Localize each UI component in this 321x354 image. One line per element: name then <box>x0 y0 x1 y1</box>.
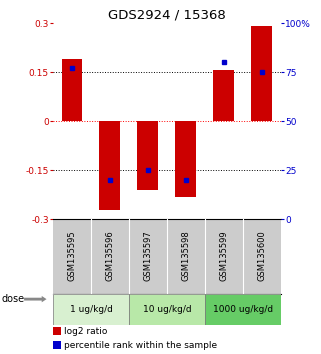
Text: dose: dose <box>2 294 25 304</box>
Bar <box>137 121 158 190</box>
Bar <box>62 59 82 121</box>
Bar <box>129 294 205 325</box>
Bar <box>176 121 196 196</box>
Bar <box>53 327 61 335</box>
Bar <box>53 342 61 349</box>
Text: GSM135600: GSM135600 <box>257 230 266 281</box>
Text: GSM135597: GSM135597 <box>143 230 152 281</box>
Text: GSM135598: GSM135598 <box>181 230 190 281</box>
Text: 10 ug/kg/d: 10 ug/kg/d <box>143 305 191 314</box>
Bar <box>251 26 272 121</box>
Text: 1 ug/kg/d: 1 ug/kg/d <box>70 305 112 314</box>
Bar <box>205 294 281 325</box>
Bar <box>213 70 234 121</box>
Text: log2 ratio: log2 ratio <box>64 327 108 336</box>
Text: GSM135599: GSM135599 <box>219 230 229 281</box>
Text: GSM135596: GSM135596 <box>105 230 115 281</box>
Bar <box>100 121 120 210</box>
Text: 1000 ug/kg/d: 1000 ug/kg/d <box>213 305 273 314</box>
Title: GDS2924 / 15368: GDS2924 / 15368 <box>108 9 226 22</box>
Text: percentile rank within the sample: percentile rank within the sample <box>64 341 218 350</box>
Bar <box>53 294 129 325</box>
Text: GSM135595: GSM135595 <box>67 230 76 281</box>
